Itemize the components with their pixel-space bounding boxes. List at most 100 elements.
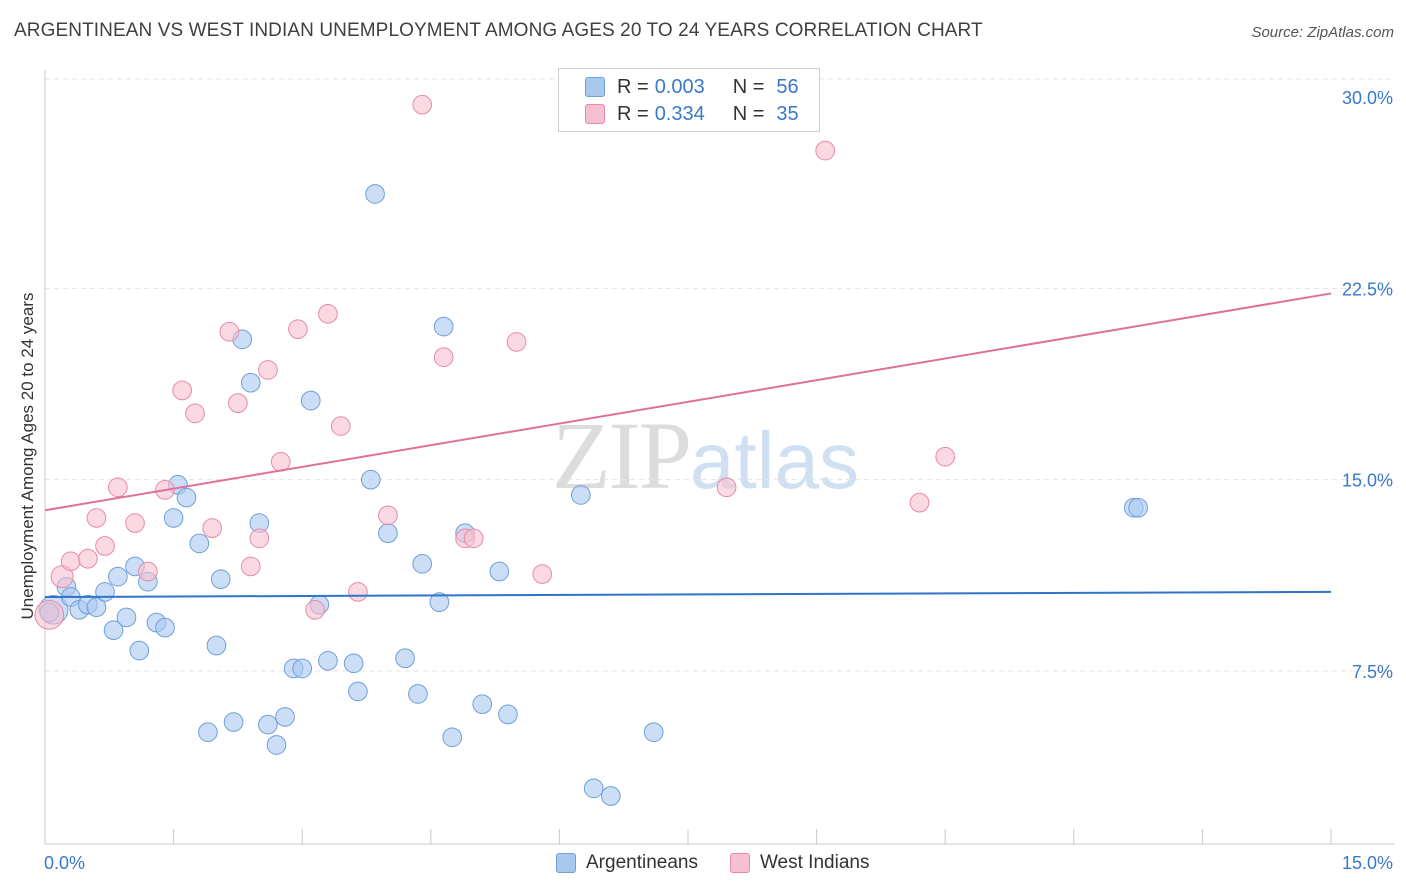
data-point-argentineans — [348, 681, 368, 702]
data-point-argentineans — [498, 704, 518, 725]
data-point-argentineans — [155, 617, 175, 638]
data-point-west-indians — [433, 347, 454, 368]
data-point-argentineans — [408, 684, 428, 704]
data-point-west-indians — [185, 403, 205, 424]
data-point-argentineans — [378, 523, 398, 544]
data-point-west-indians — [258, 360, 278, 380]
data-point-west-indians — [935, 446, 956, 467]
data-point-argentineans — [292, 658, 313, 679]
legend-n-label: N = — [732, 102, 765, 125]
data-point-west-indians — [125, 513, 145, 533]
data-point-argentineans — [343, 653, 364, 674]
data-point-argentineans — [583, 778, 604, 799]
data-point-west-indians — [330, 416, 351, 436]
legend-label-west-indians: West Indians — [759, 852, 870, 873]
y-axis-label: Unemployment Among Ages 20 to 24 years — [18, 292, 37, 620]
data-point-argentineans — [472, 694, 493, 714]
data-point-argentineans — [258, 714, 278, 735]
data-point-argentineans — [412, 554, 433, 574]
data-point-argentineans — [108, 566, 128, 587]
data-point-west-indians — [348, 582, 368, 602]
data-point-argentineans — [571, 485, 591, 505]
data-point-west-indians — [34, 600, 65, 630]
legend-r-value: 0.334 — [654, 102, 705, 125]
data-point-west-indians — [240, 556, 261, 577]
data-point-argentineans — [266, 735, 287, 755]
data-point-argentineans — [1128, 497, 1148, 518]
x-tick-label: 0.0% — [44, 853, 85, 873]
data-point-argentineans — [86, 597, 107, 618]
series-legend: Argentineans West Indians — [556, 852, 901, 874]
data-point-west-indians — [108, 477, 128, 498]
data-point-argentineans — [360, 469, 381, 490]
data-point-argentineans — [365, 184, 385, 204]
data-point-argentineans — [275, 707, 295, 727]
legend-row-argentineans: R = 0.003 N = 56 — [585, 75, 799, 99]
data-point-argentineans — [95, 582, 115, 602]
y-tick-label: 15.0% — [1342, 471, 1393, 491]
legend-row-west-indians: R = 0.334 N = 35 — [585, 102, 799, 126]
data-point-west-indians — [412, 94, 433, 115]
data-point-west-indians — [202, 518, 223, 538]
x-tick-label: 15.0% — [1342, 853, 1393, 873]
data-point-argentineans — [210, 569, 231, 589]
data-point-argentineans — [163, 508, 184, 528]
legend-r-value: 0.003 — [654, 75, 705, 98]
data-point-argentineans — [429, 592, 450, 612]
data-point-west-indians — [86, 508, 107, 528]
data-point-argentineans — [223, 712, 244, 732]
data-point-west-indians — [318, 304, 338, 324]
data-point-west-indians — [532, 564, 553, 584]
data-point-argentineans — [442, 727, 463, 748]
y-tick-label: 22.5% — [1342, 279, 1393, 299]
data-point-west-indians — [716, 477, 737, 498]
data-point-argentineans — [318, 650, 338, 671]
data-point-argentineans — [116, 607, 137, 628]
data-point-west-indians — [378, 505, 398, 526]
data-point-west-indians — [78, 548, 98, 569]
legend-item-argentineans[interactable]: Argentineans — [556, 852, 698, 874]
trend-line-west-indians — [44, 292, 1332, 512]
data-point-argentineans — [206, 635, 227, 656]
data-point-argentineans — [189, 533, 210, 554]
data-point-west-indians — [305, 599, 325, 620]
legend-swatch-argentineans — [585, 77, 605, 97]
stats-legend: R = 0.003 N = 56 R = 0.334 N = 35 — [558, 68, 820, 132]
legend-label-argentineans: Argentineans — [586, 852, 698, 873]
legend-swatch-argentineans — [556, 853, 576, 873]
legend-r-label: R = — [617, 102, 649, 125]
data-point-argentineans — [240, 372, 261, 393]
legend-n-value: 35 — [776, 102, 799, 125]
data-point-west-indians — [506, 332, 527, 352]
data-point-argentineans — [103, 620, 124, 641]
data-point-west-indians — [463, 528, 484, 549]
legend-r-label: R = — [617, 75, 649, 98]
data-point-argentineans — [395, 648, 415, 669]
data-point-west-indians — [138, 561, 158, 582]
data-point-argentineans — [129, 640, 150, 661]
data-point-argentineans — [489, 561, 510, 582]
data-point-argentineans — [198, 722, 218, 743]
legend-n-label: N = — [732, 75, 765, 98]
data-point-west-indians — [815, 140, 836, 161]
source-label: Source: ZipAtlas.com — [1251, 24, 1394, 41]
legend-n-value: 56 — [776, 75, 799, 98]
data-point-west-indians — [219, 321, 240, 342]
chart-title: ARGENTINEAN VS WEST INDIAN UNEMPLOYMENT … — [14, 20, 983, 41]
trend-line-argentineans — [44, 590, 1332, 599]
data-point-west-indians — [228, 393, 248, 413]
data-point-argentineans — [176, 487, 197, 508]
data-point-west-indians — [270, 451, 291, 472]
data-point-west-indians — [249, 528, 270, 549]
legend-swatch-west-indians — [585, 104, 605, 124]
data-point-west-indians — [95, 536, 115, 556]
y-tick-label: 7.5% — [1352, 662, 1393, 682]
data-point-argentineans — [433, 316, 454, 337]
data-point-west-indians — [60, 551, 81, 572]
y-tick-label: 30.0% — [1342, 88, 1393, 108]
legend-swatch-west-indians — [729, 853, 750, 873]
data-point-argentineans — [643, 722, 664, 743]
data-point-west-indians — [172, 380, 193, 401]
legend-item-west-indians[interactable]: West Indians — [729, 852, 870, 874]
